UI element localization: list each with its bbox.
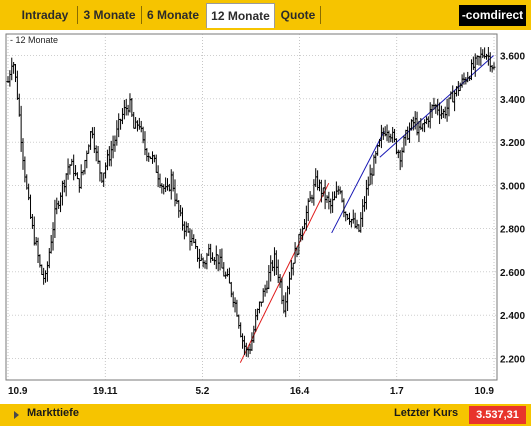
y-tick-label: 3.200 — [500, 138, 525, 149]
legend-text: 12 Monate — [16, 35, 59, 45]
legend-label: - 12 Monate — [10, 35, 58, 45]
x-axis: 10.9 19.11 5.2 16.4 1.7 10.9 — [8, 386, 494, 397]
expand-arrow-icon[interactable] — [14, 411, 19, 419]
last-price-label: Letzter Kurs — [394, 407, 459, 419]
tab-12-monate[interactable]: 12 Monate — [206, 3, 275, 28]
trendlines — [239, 55, 494, 363]
price-bars — [6, 46, 496, 358]
tab-quote[interactable]: Quote — [280, 8, 316, 22]
chart-frame: 2.200 2.400 2.600 2.800 3.000 3.200 3.400 3.600… — [0, 30, 531, 404]
x-tick-label: 1.7 — [390, 386, 404, 397]
trendline — [331, 131, 385, 234]
trendline — [379, 55, 494, 158]
y-tick-label: 2.800 — [500, 225, 525, 236]
y-axis: 2.200 2.400 2.600 2.800 3.000 3.200 3.400 3.600 — [500, 52, 525, 366]
y-tick-label: 2.200 — [500, 354, 525, 365]
x-tick-label: 10.9 — [8, 386, 28, 397]
y-tick-label: 2.600 — [500, 268, 525, 279]
y-tick-label: 3.400 — [500, 95, 525, 106]
y-tick-label: 3.600 — [500, 52, 525, 63]
tab-separator — [320, 6, 321, 24]
tab-3-monate[interactable]: 3 Monate — [83, 8, 136, 22]
y-tick-label: 3.000 — [500, 181, 525, 192]
comdirect-logo: -comdirect — [459, 5, 526, 26]
x-tick-label: 10.9 — [475, 386, 495, 397]
trendline — [239, 182, 330, 363]
y-tick-label: 2.400 — [500, 311, 525, 322]
status-bar: Markttiefe Letzter Kurs 3.537,31 — [0, 404, 531, 426]
last-price-value: 3.537,31 — [469, 406, 526, 424]
price-chart: 2.200 2.400 2.600 2.800 3.000 3.200 3.400 3.600… — [5, 33, 525, 397]
x-tick-label: 19.11 — [93, 386, 118, 397]
tab-bar: Intraday 3 Monate 6 Monate 12 Monate Quo… — [0, 0, 531, 30]
tab-intraday[interactable]: Intraday — [21, 8, 69, 22]
plot-area — [5, 33, 498, 381]
legend-dash: - — [10, 35, 16, 45]
tab-6-monate[interactable]: 6 Monate — [146, 8, 199, 22]
x-tick-label: 5.2 — [195, 386, 209, 397]
grid — [6, 34, 497, 380]
markttiefe-link[interactable]: Markttiefe — [27, 407, 79, 419]
tab-separator — [77, 6, 78, 24]
x-tick-label: 16.4 — [290, 386, 310, 397]
tab-separator — [141, 6, 142, 24]
